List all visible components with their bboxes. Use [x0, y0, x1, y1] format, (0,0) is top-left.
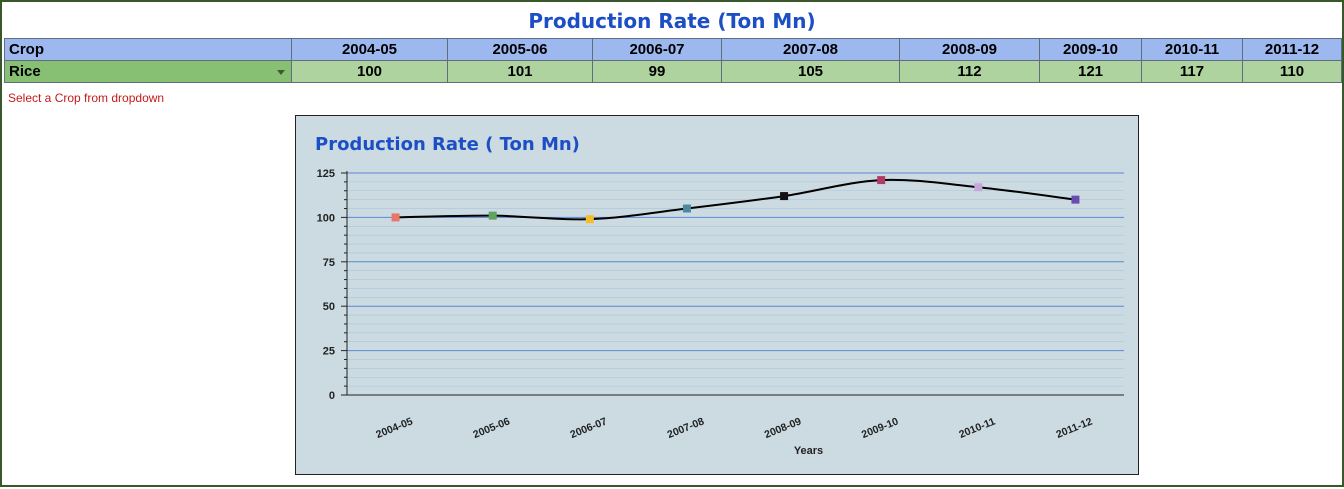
crop-header-cell[interactable]: Crop	[4, 38, 292, 61]
data-table: Crop 2004-05 2005-06 2006-07 2007-08 200…	[4, 38, 1342, 83]
y-tick-label: 125	[317, 168, 335, 180]
x-tick-label: 2010-11	[957, 415, 997, 440]
sheet-title: Production Rate (Ton Mn)	[528, 9, 816, 33]
year-header-cell[interactable]: 2007-08	[721, 38, 900, 61]
crop-dropdown-value: Rice	[9, 63, 41, 80]
table-header-row: Crop 2004-05 2005-06 2006-07 2007-08 200…	[4, 38, 1342, 61]
year-header-cell[interactable]: 2011-12	[1242, 38, 1342, 61]
crop-dropdown[interactable]: Rice	[4, 60, 292, 83]
x-tick-label: 2009-10	[860, 415, 900, 441]
y-tick-label: 50	[323, 301, 335, 313]
x-tick-label: 2011-12	[1054, 415, 1094, 440]
x-tick-label: 2008-09	[763, 415, 803, 441]
value-cell[interactable]: 110	[1242, 60, 1342, 83]
chart-canvas: Production Rate ( Ton Mn) 0 25 50 75 100 125 20…	[315, 134, 1124, 457]
x-tick-label: 2005-06	[471, 415, 511, 441]
value-cell[interactable]: 117	[1141, 60, 1243, 83]
data-point	[877, 176, 886, 185]
y-tick-label: 25	[323, 346, 335, 358]
data-point	[391, 213, 400, 222]
value-cell[interactable]: 101	[447, 60, 593, 83]
line-chart[interactable]: Production Rate ( Ton Mn) 0 25 50 75 100 125 20…	[295, 115, 1139, 475]
x-tick-label: 2006-07	[569, 415, 609, 441]
year-header-cell[interactable]: 2006-07	[592, 38, 722, 61]
y-tick-label: 0	[329, 390, 335, 402]
y-tick-label: 75	[323, 257, 335, 269]
value-cell[interactable]: 100	[291, 60, 448, 83]
data-point	[488, 211, 497, 220]
x-tick-label: 2007-08	[666, 415, 706, 441]
year-header-cell[interactable]: 2008-09	[899, 38, 1040, 61]
year-header-cell[interactable]: 2004-05	[291, 38, 448, 61]
year-header-cell[interactable]: 2005-06	[447, 38, 593, 61]
dropdown-hint: Select a Crop from dropdown	[8, 91, 165, 105]
value-cell[interactable]: 99	[592, 60, 722, 83]
data-point	[974, 183, 983, 192]
x-axis-label: Years	[794, 445, 823, 457]
chevron-down-icon[interactable]	[277, 70, 285, 75]
data-point	[780, 192, 789, 201]
y-tick-label: 100	[317, 212, 335, 224]
year-header-cell[interactable]: 2010-11	[1141, 38, 1243, 61]
chart-title: Production Rate ( Ton Mn)	[315, 134, 580, 155]
value-cell[interactable]: 112	[899, 60, 1040, 83]
value-cell[interactable]: 105	[721, 60, 900, 83]
data-point	[1071, 195, 1080, 204]
data-point	[682, 204, 691, 213]
value-cell[interactable]: 121	[1039, 60, 1142, 83]
year-header-cell[interactable]: 2009-10	[1039, 38, 1142, 61]
series-line	[395, 178, 1076, 221]
data-point	[585, 215, 594, 224]
x-tick-label: 2004-05	[374, 415, 414, 441]
table-row: Rice 100 101 99 105 112 121 117 110	[4, 60, 1342, 83]
